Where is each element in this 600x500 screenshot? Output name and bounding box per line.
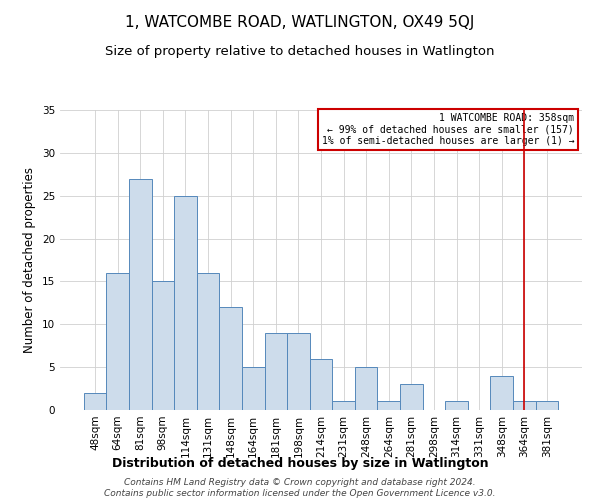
Bar	[400, 384, 422, 410]
Bar	[197, 273, 220, 410]
Bar	[129, 178, 152, 410]
Bar	[265, 333, 287, 410]
Text: 1, WATCOMBE ROAD, WATLINGTON, OX49 5QJ: 1, WATCOMBE ROAD, WATLINGTON, OX49 5QJ	[125, 15, 475, 30]
Bar	[152, 282, 174, 410]
Text: Contains HM Land Registry data © Crown copyright and database right 2024.
Contai: Contains HM Land Registry data © Crown c…	[104, 478, 496, 498]
Bar	[513, 402, 536, 410]
Bar	[174, 196, 197, 410]
Bar	[536, 402, 558, 410]
Bar	[377, 402, 400, 410]
Bar	[287, 333, 310, 410]
Bar	[355, 367, 377, 410]
Text: 1 WATCOMBE ROAD: 358sqm
← 99% of detached houses are smaller (157)
1% of semi-de: 1 WATCOMBE ROAD: 358sqm ← 99% of detache…	[322, 113, 574, 146]
Bar	[242, 367, 265, 410]
Bar	[310, 358, 332, 410]
Bar	[84, 393, 106, 410]
Y-axis label: Number of detached properties: Number of detached properties	[23, 167, 37, 353]
Bar	[332, 402, 355, 410]
Bar	[106, 273, 129, 410]
Bar	[220, 307, 242, 410]
Text: Size of property relative to detached houses in Watlington: Size of property relative to detached ho…	[105, 45, 495, 58]
Bar	[490, 376, 513, 410]
Bar	[445, 402, 468, 410]
Text: Distribution of detached houses by size in Watlington: Distribution of detached houses by size …	[112, 458, 488, 470]
